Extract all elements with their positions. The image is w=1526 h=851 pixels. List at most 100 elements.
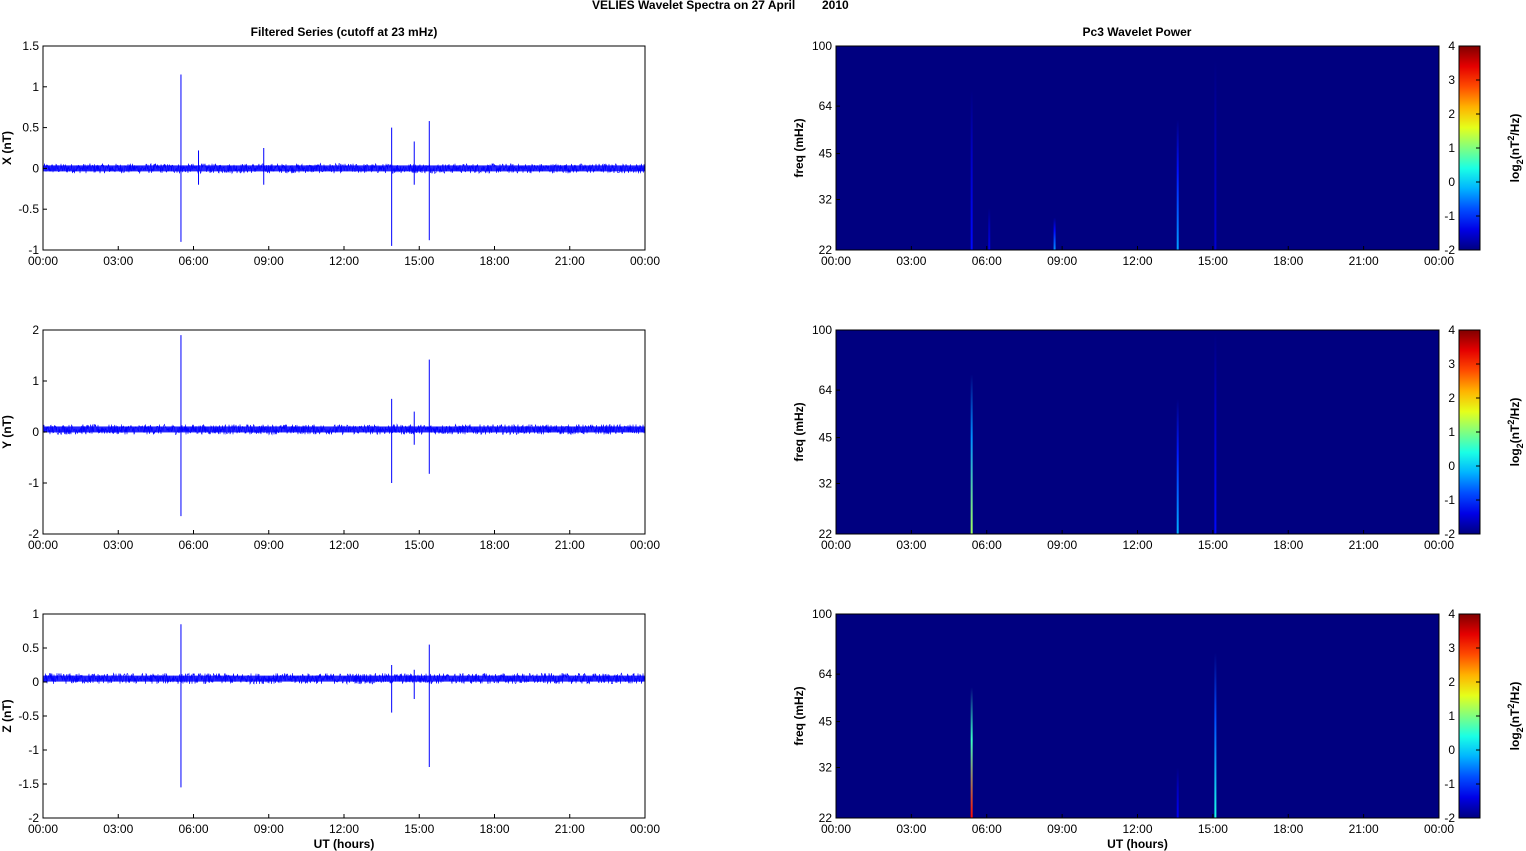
colorbar-tick-label: 3 xyxy=(1448,357,1455,371)
colorbar-tick-label: -1 xyxy=(1444,493,1455,507)
timeseries-panel-z: 1 0.5 0 -0.5 -1 -1.5 -2 Z (nT) 00:00 03:00 06:00 09… xyxy=(0,607,660,851)
plot-area xyxy=(43,614,645,818)
colorbar-gradient xyxy=(1459,330,1480,534)
x-tick-label: 09:00 xyxy=(1047,822,1077,836)
series-band xyxy=(43,675,645,682)
x-tick-label: 06:00 xyxy=(178,254,208,268)
y-tick-label: 45 xyxy=(819,715,833,729)
plot-area xyxy=(43,46,645,250)
y-tick-label: 0.5 xyxy=(22,121,39,135)
colorbar-label: log2(nT2/Hz) xyxy=(1506,682,1525,751)
y-tick-label: 0.5 xyxy=(22,641,39,655)
colorbar: 4 3 2 1 0 -1 -2 log2(nT2/Hz) xyxy=(1444,607,1525,825)
x-tick-label: 21:00 xyxy=(1349,822,1379,836)
y-tick-label: 64 xyxy=(819,667,833,681)
heatmap-background xyxy=(836,614,1439,818)
y-tick-label: 0 xyxy=(32,675,39,689)
y-axis-label: freq (mHz) xyxy=(792,118,806,177)
y-tick-label: 64 xyxy=(819,99,833,113)
x-tick-label: 15:00 xyxy=(1198,822,1228,836)
series-band xyxy=(43,165,645,172)
y-tick-label: 45 xyxy=(819,431,833,445)
x-tick-label: 21:00 xyxy=(1349,538,1379,552)
x-tick-label: 06:00 xyxy=(178,538,208,552)
colorbar-gradient xyxy=(1459,614,1480,818)
x-tick-label: 15:00 xyxy=(1198,538,1228,552)
x-tick-label: 00:00 xyxy=(28,254,58,268)
x-tick-label: 06:00 xyxy=(972,254,1002,268)
x-tick-label: 12:00 xyxy=(329,254,359,268)
x-tick-label: 03:00 xyxy=(896,538,926,552)
x-tick-label: 00:00 xyxy=(821,538,851,552)
colorbar-tick-label: -2 xyxy=(1444,811,1455,825)
x-tick-label: 09:00 xyxy=(254,822,284,836)
y-axis-label: freq (mHz) xyxy=(792,686,806,745)
y-axis-label: X (nT) xyxy=(0,131,14,165)
y-axis-label: Z (nT) xyxy=(0,699,14,732)
x-tick-label: 21:00 xyxy=(555,538,585,552)
y-tick-label: -1 xyxy=(28,476,39,490)
x-tick-label: 06:00 xyxy=(972,822,1002,836)
left-column-title: Filtered Series (cutoff at 23 mHz) xyxy=(251,25,438,39)
x-tick-label: 15:00 xyxy=(404,254,434,268)
colorbar-tick-label: 0 xyxy=(1448,743,1455,757)
y-tick-label: 1 xyxy=(32,374,39,388)
power-feature xyxy=(1214,652,1217,818)
power-feature xyxy=(1053,217,1056,250)
x-tick-label: 09:00 xyxy=(1047,254,1077,268)
x-tick-label: 12:00 xyxy=(1122,254,1152,268)
x-tick-label: 06:00 xyxy=(972,538,1002,552)
colorbar-tick-label: -2 xyxy=(1444,243,1455,257)
y-tick-label: 100 xyxy=(812,323,832,337)
y-tick-label: -0.5 xyxy=(18,202,39,216)
x-tick-label: 12:00 xyxy=(1122,822,1152,836)
y-tick-label: -0.5 xyxy=(18,709,39,723)
x-tick-label: 21:00 xyxy=(555,254,585,268)
y-tick-label: 32 xyxy=(819,193,833,207)
y-tick-label: 1 xyxy=(32,607,39,621)
power-feature xyxy=(1176,119,1179,250)
colorbar-tick-label: 4 xyxy=(1448,607,1455,621)
x-tick-label: 00:00 xyxy=(1424,254,1454,268)
x-tick-label: 00:00 xyxy=(821,254,851,268)
y-axis-label: freq (mHz) xyxy=(792,402,806,461)
y-tick-label: -2 xyxy=(28,527,39,541)
x-tick-label: 18:00 xyxy=(479,538,509,552)
y-tick-label: 2 xyxy=(32,323,39,337)
colorbar-tick-label: 4 xyxy=(1448,323,1455,337)
x-tick-label: 12:00 xyxy=(329,538,359,552)
x-tick-label: 12:00 xyxy=(1122,538,1152,552)
colorbar-tick-label: -2 xyxy=(1444,527,1455,541)
x-tick-label: 15:00 xyxy=(1198,254,1228,268)
x-tick-label: 18:00 xyxy=(1273,538,1303,552)
series-band xyxy=(43,426,645,433)
colorbar-tick-label: 4 xyxy=(1448,39,1455,53)
y-tick-label: -2 xyxy=(28,811,39,825)
x-tick-label: 00:00 xyxy=(1424,538,1454,552)
colorbar-tick-label: 0 xyxy=(1448,459,1455,473)
x-tick-label: 09:00 xyxy=(1047,538,1077,552)
colorbar-tick-label: 2 xyxy=(1448,675,1455,689)
x-tick-label: 03:00 xyxy=(103,538,133,552)
y-tick-label: 1 xyxy=(32,80,39,94)
colorbar-gradient xyxy=(1459,46,1480,250)
x-tick-label: 18:00 xyxy=(479,822,509,836)
colorbar-tick-label: 2 xyxy=(1448,107,1455,121)
y-tick-label: -1 xyxy=(28,743,39,757)
power-feature xyxy=(1176,767,1179,818)
colorbar-tick-label: 0 xyxy=(1448,175,1455,189)
y-tick-label: -1.5 xyxy=(18,777,39,791)
x-tick-label: 00:00 xyxy=(821,822,851,836)
power-feature xyxy=(970,90,973,250)
x-tick-label: 15:00 xyxy=(404,538,434,552)
y-tick-label: 64 xyxy=(819,383,833,397)
y-tick-label: 0 xyxy=(32,161,39,175)
colorbar-tick-label: 1 xyxy=(1448,141,1455,155)
y-tick-label: 22 xyxy=(819,527,833,541)
x-tick-label: 18:00 xyxy=(1273,254,1303,268)
y-tick-label: -1 xyxy=(28,243,39,257)
